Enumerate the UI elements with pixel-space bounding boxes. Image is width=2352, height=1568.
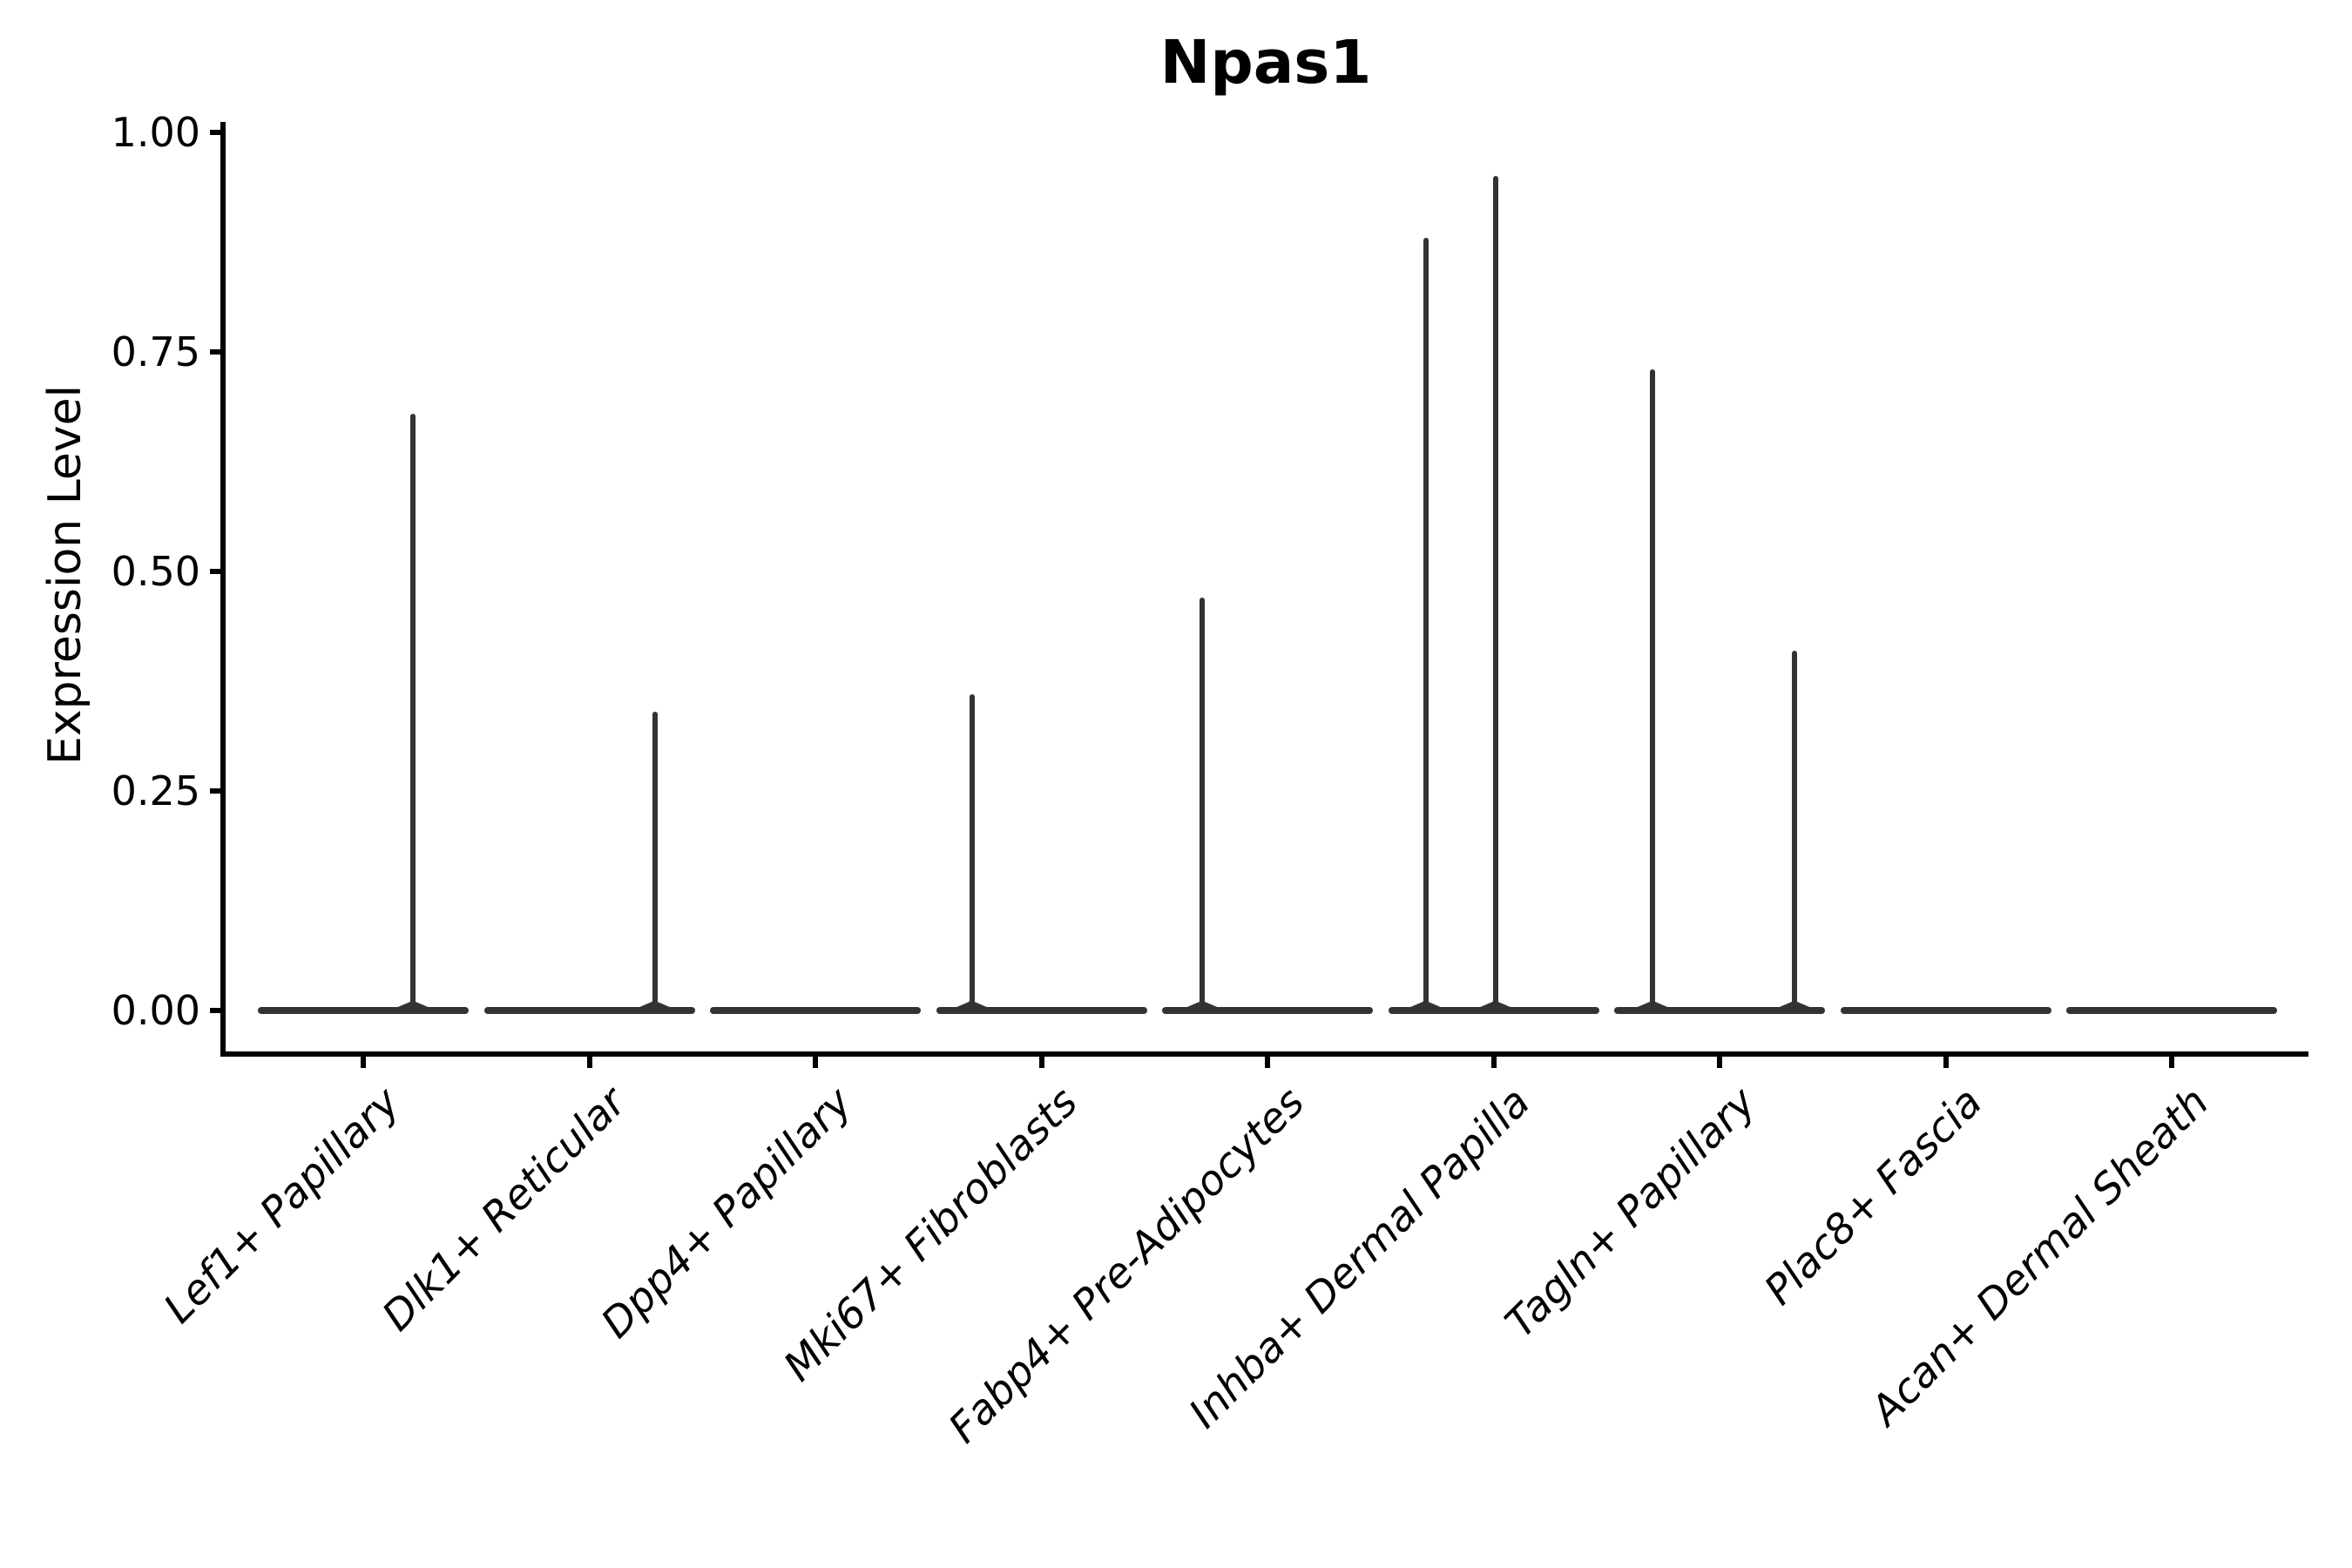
violin-baseline — [2066, 1007, 2277, 1014]
x-tick-label: Tagln+ Papillary — [1496, 1078, 1766, 1348]
y-tick-mark — [210, 1008, 223, 1013]
violin-baseline — [710, 1007, 921, 1014]
violin-spike — [1492, 176, 1498, 1010]
violin-spike — [1792, 650, 1797, 1010]
x-tick-mark — [1717, 1054, 1722, 1068]
violin-spike — [1423, 237, 1429, 1010]
x-tick-mark — [1265, 1054, 1270, 1068]
y-tick-mark — [210, 349, 223, 355]
violin-baseline — [258, 1007, 469, 1014]
y-tick-mark — [210, 788, 223, 794]
x-tick-mark — [586, 1054, 592, 1068]
y-tick-label: 1.00 — [111, 109, 200, 156]
x-tick-mark — [1943, 1054, 1949, 1068]
violin-baseline — [1388, 1007, 1599, 1014]
y-tick-label: 0.00 — [111, 987, 200, 1034]
x-tick-label: Plac8+ Fascia — [1755, 1078, 1992, 1315]
violin-spike — [410, 413, 416, 1010]
y-tick-label: 0.25 — [111, 767, 200, 814]
plot-title: Npas1 — [1159, 28, 1372, 98]
y-tick-label: 0.75 — [111, 328, 200, 375]
x-tick-mark — [1490, 1054, 1497, 1068]
violin-baseline — [1614, 1007, 1825, 1014]
y-tick-label: 0.50 — [111, 548, 200, 595]
x-tick-label: Dlk1+ Reticular — [373, 1078, 636, 1341]
x-tick-label: Lef1+ Papillary — [154, 1078, 409, 1333]
y-tick-mark — [210, 569, 223, 574]
violin-baseline — [936, 1007, 1147, 1014]
x-tick-label: Dpp4+ Papillary — [591, 1078, 862, 1348]
x-tick-mark — [361, 1054, 366, 1068]
violin-spike — [969, 694, 975, 1010]
violin-spike — [1200, 598, 1205, 1010]
x-tick-mark — [1038, 1054, 1044, 1068]
violin-baseline — [1840, 1007, 2051, 1014]
violin-baseline — [483, 1007, 695, 1014]
x-tick-mark — [2169, 1054, 2174, 1068]
x-tick-mark — [813, 1054, 818, 1068]
y-axis-spine — [220, 122, 226, 1057]
x-axis-spine — [220, 1051, 2308, 1057]
violin-spike — [1650, 369, 1655, 1010]
y-tick-mark — [210, 130, 223, 135]
violin-spike — [652, 712, 658, 1010]
violin-baseline — [1162, 1007, 1373, 1014]
